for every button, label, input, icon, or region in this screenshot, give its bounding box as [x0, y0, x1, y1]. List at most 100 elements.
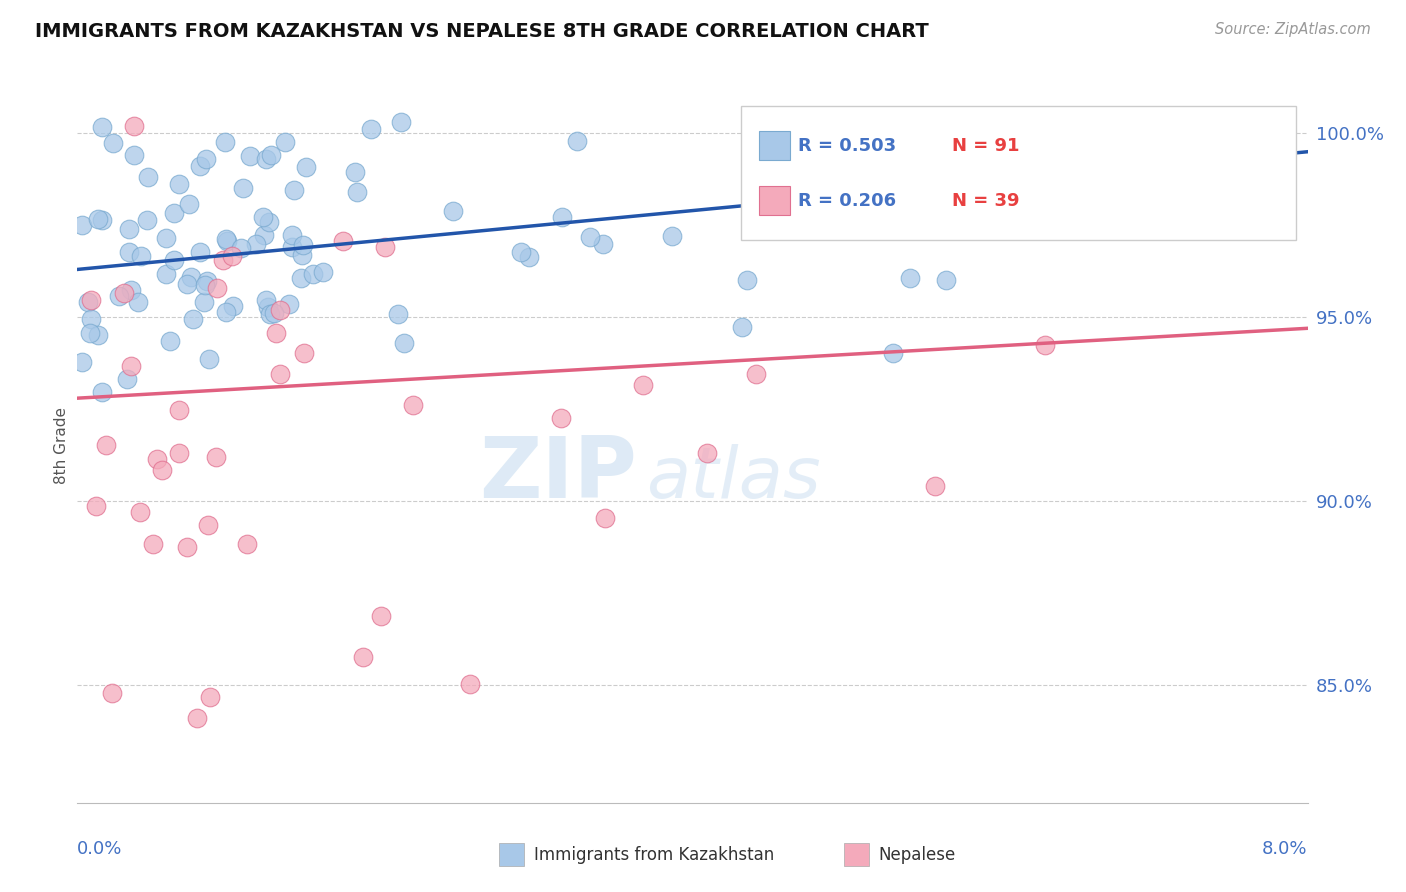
Point — [91, 120, 114, 135]
Text: R = 0.503: R = 0.503 — [799, 136, 897, 154]
Point — [263, 306, 285, 320]
Point — [215, 304, 238, 318]
Point — [274, 135, 297, 149]
Point — [517, 250, 540, 264]
Point — [254, 293, 277, 307]
Text: Immigrants from Kazakhstan: Immigrants from Kazakhstan — [534, 846, 775, 863]
Point — [122, 148, 145, 162]
Point — [295, 160, 318, 174]
Point — [188, 159, 211, 173]
Point — [163, 206, 186, 220]
Point — [90, 384, 112, 399]
Point — [188, 245, 211, 260]
Point — [239, 149, 262, 163]
Point — [579, 230, 602, 244]
Text: N = 39: N = 39 — [952, 192, 1019, 210]
Point — [257, 215, 280, 229]
Point — [735, 273, 758, 287]
Point — [898, 270, 921, 285]
Point — [177, 196, 200, 211]
Point — [281, 240, 304, 254]
Point — [169, 403, 191, 417]
Point — [269, 302, 291, 317]
Point — [441, 204, 464, 219]
Point — [254, 152, 277, 166]
Point — [181, 311, 204, 326]
Text: Nepalese: Nepalese — [879, 846, 956, 863]
Point — [115, 372, 138, 386]
Point — [592, 237, 614, 252]
Point — [661, 228, 683, 243]
Point — [260, 148, 283, 162]
Point — [593, 511, 616, 525]
Point — [117, 244, 139, 259]
Point — [129, 249, 152, 263]
Point — [120, 359, 142, 373]
Text: ZIP: ZIP — [479, 433, 637, 516]
Point — [122, 119, 145, 133]
Point — [198, 690, 221, 704]
Point — [136, 170, 159, 185]
Point — [194, 278, 217, 293]
Point — [205, 450, 228, 464]
Point — [118, 222, 141, 236]
Text: 8.0%: 8.0% — [1263, 840, 1308, 858]
Point — [205, 281, 228, 295]
Text: IMMIGRANTS FROM KAZAKHSTAN VS NEPALESE 8TH GRADE CORRELATION CHART: IMMIGRANTS FROM KAZAKHSTAN VS NEPALESE 8… — [35, 22, 929, 41]
Point — [855, 163, 877, 178]
Point — [731, 320, 754, 334]
Point — [392, 336, 415, 351]
Point — [112, 286, 135, 301]
Text: R = 0.206: R = 0.206 — [799, 192, 897, 210]
Point — [259, 306, 281, 320]
Point — [1047, 115, 1070, 129]
Point — [550, 411, 572, 425]
Point — [195, 153, 218, 167]
Point — [551, 210, 574, 224]
Point — [312, 265, 335, 279]
Point — [360, 121, 382, 136]
Y-axis label: 8th Grade: 8th Grade — [53, 408, 69, 484]
Point — [458, 677, 481, 691]
Point — [245, 236, 267, 251]
Point — [176, 541, 198, 555]
Point — [344, 164, 367, 178]
Point — [374, 240, 396, 254]
Point — [332, 234, 354, 248]
Point — [127, 294, 149, 309]
Point — [402, 398, 425, 412]
Point — [1033, 338, 1056, 352]
Point — [291, 237, 314, 252]
Point — [193, 295, 215, 310]
Point — [87, 328, 110, 343]
Point — [387, 307, 409, 321]
Point — [882, 346, 904, 360]
Point — [352, 649, 374, 664]
Point — [107, 288, 129, 302]
Point — [264, 326, 287, 341]
Point — [198, 352, 221, 367]
Point — [214, 136, 236, 150]
Point — [221, 250, 243, 264]
Point — [76, 294, 98, 309]
Point — [510, 245, 533, 260]
Point — [80, 293, 103, 307]
Point — [257, 300, 280, 314]
Point — [565, 134, 588, 148]
Text: 0.0%: 0.0% — [77, 840, 122, 858]
Point — [70, 355, 93, 369]
Point — [155, 231, 177, 245]
Point — [291, 248, 314, 262]
Point — [976, 115, 998, 129]
Point — [391, 115, 413, 129]
Point — [167, 446, 190, 460]
Point — [186, 711, 208, 725]
Point — [120, 283, 142, 297]
Point — [229, 241, 252, 255]
Point — [146, 452, 169, 467]
Point — [1049, 115, 1071, 129]
Point — [290, 270, 312, 285]
Point — [142, 537, 165, 551]
Point — [215, 232, 238, 246]
Point — [152, 463, 174, 477]
